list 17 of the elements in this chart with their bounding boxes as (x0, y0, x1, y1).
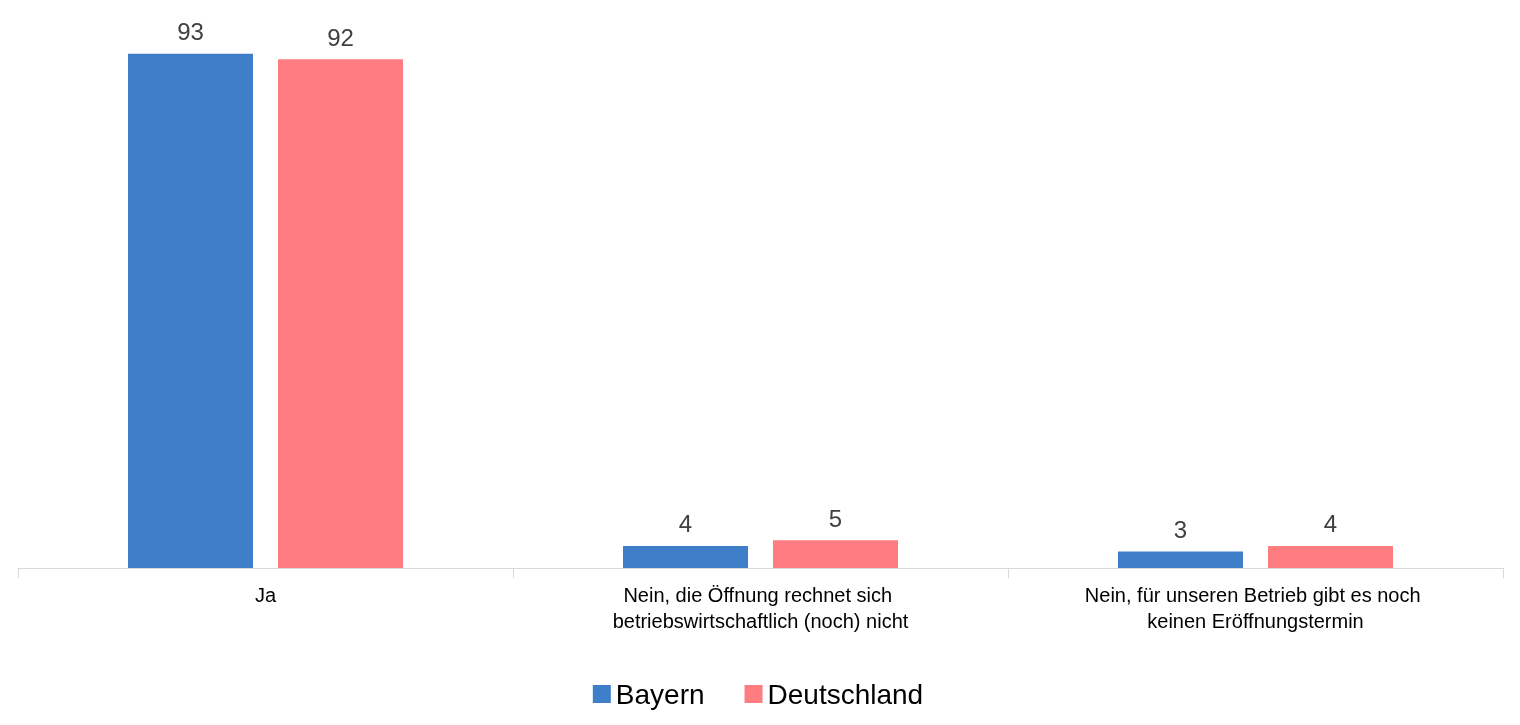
bar (1268, 545, 1393, 568)
bar (623, 545, 748, 568)
data-label: 92 (327, 23, 354, 51)
legend-label: Deutschland (767, 678, 924, 710)
data-label: 4 (678, 510, 693, 538)
bar (278, 59, 403, 568)
x-tick-label: Nein, für unseren Betrieb gibt es noch keinen Eröffnungstermin (1084, 584, 1427, 632)
data-label: 4 (1323, 510, 1338, 538)
bar (773, 540, 898, 568)
data-label: 5 (828, 504, 843, 532)
legend-label: Bayern (615, 678, 705, 710)
bar (128, 53, 253, 568)
x-tick-label: Ja (254, 584, 277, 606)
x-tick-label: Nein, die Öffnung rechnet sich betriebswirtschaftlich (noch) nicht (612, 584, 909, 632)
bar (1118, 551, 1243, 568)
data-label: 93 (177, 18, 204, 46)
data-label: 3 (1173, 515, 1188, 543)
